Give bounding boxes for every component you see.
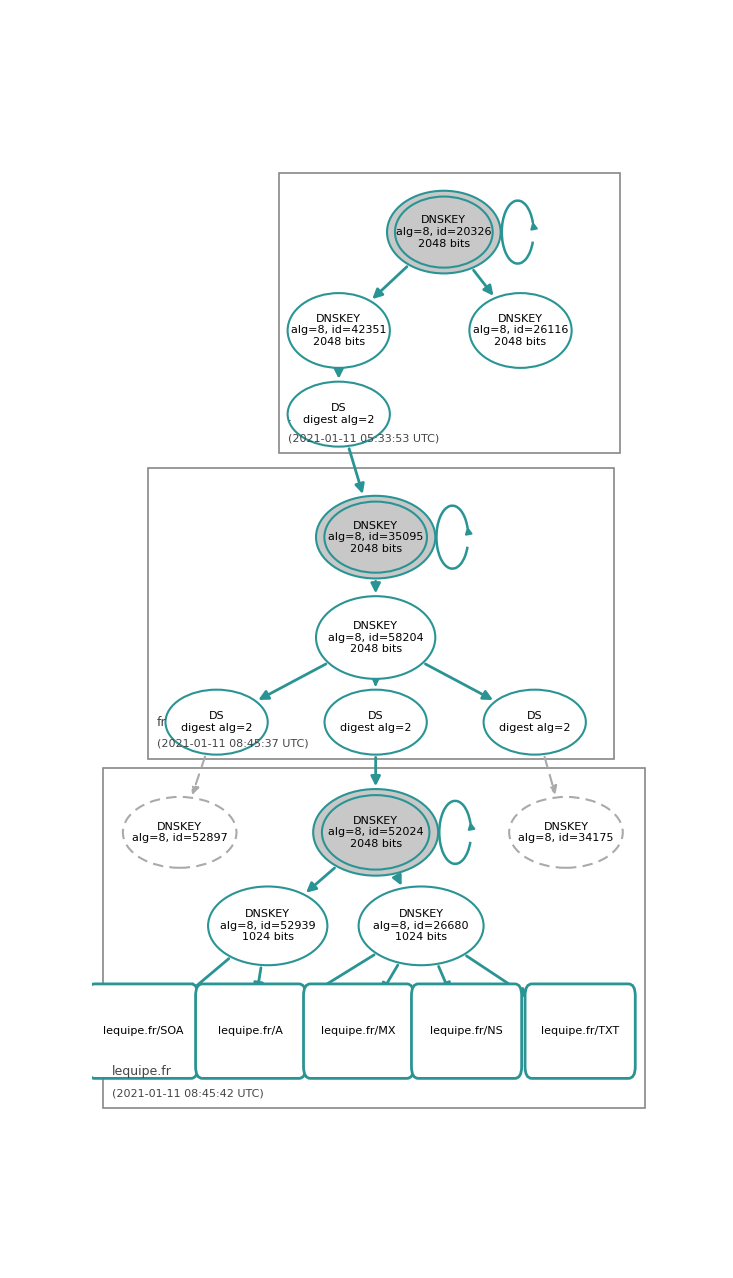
Text: lequipe.fr/NS: lequipe.fr/NS: [430, 1026, 503, 1036]
FancyBboxPatch shape: [279, 173, 620, 454]
Ellipse shape: [123, 797, 237, 868]
FancyBboxPatch shape: [411, 984, 522, 1079]
Ellipse shape: [469, 293, 572, 368]
Text: DNSKEY
alg=8, id=58204
2048 bits: DNSKEY alg=8, id=58204 2048 bits: [328, 621, 424, 654]
FancyBboxPatch shape: [148, 468, 614, 759]
Text: DNSKEY
alg=8, id=26116
2048 bits: DNSKEY alg=8, id=26116 2048 bits: [473, 314, 568, 348]
Text: DNSKEY
alg=8, id=26680
1024 bits: DNSKEY alg=8, id=26680 1024 bits: [373, 909, 469, 942]
Ellipse shape: [484, 690, 586, 754]
FancyBboxPatch shape: [103, 768, 646, 1108]
Text: DS
digest alg=2: DS digest alg=2: [181, 712, 252, 734]
Ellipse shape: [287, 293, 390, 368]
Text: (2021-01-11 08:45:37 UTC): (2021-01-11 08:45:37 UTC): [157, 739, 309, 749]
Text: DNSKEY
alg=8, id=20326
2048 bits: DNSKEY alg=8, id=20326 2048 bits: [396, 216, 492, 249]
Ellipse shape: [509, 797, 623, 868]
Text: lequipe.fr: lequipe.fr: [111, 1066, 172, 1079]
Text: lequipe.fr/TXT: lequipe.fr/TXT: [541, 1026, 619, 1036]
Ellipse shape: [322, 795, 430, 869]
FancyBboxPatch shape: [525, 984, 636, 1079]
Text: lequipe.fr/SOA: lequipe.fr/SOA: [103, 1026, 183, 1036]
Text: DNSKEY
alg=8, id=52897: DNSKEY alg=8, id=52897: [132, 822, 227, 843]
Text: .: .: [287, 412, 292, 424]
Ellipse shape: [395, 197, 493, 267]
Ellipse shape: [166, 690, 268, 754]
FancyBboxPatch shape: [88, 984, 198, 1079]
Text: DNSKEY
alg=8, id=34175: DNSKEY alg=8, id=34175: [518, 822, 614, 843]
Text: (2021-01-11 05:33:53 UTC): (2021-01-11 05:33:53 UTC): [287, 433, 439, 443]
Text: DS
digest alg=2: DS digest alg=2: [303, 404, 375, 426]
Ellipse shape: [387, 190, 501, 273]
Text: (2021-01-11 08:45:42 UTC): (2021-01-11 08:45:42 UTC): [111, 1088, 263, 1098]
Text: lequipe.fr/A: lequipe.fr/A: [218, 1026, 283, 1036]
Text: DNSKEY
alg=8, id=42351
2048 bits: DNSKEY alg=8, id=42351 2048 bits: [291, 314, 386, 348]
Ellipse shape: [313, 789, 438, 875]
FancyBboxPatch shape: [303, 984, 413, 1079]
Text: DS
digest alg=2: DS digest alg=2: [340, 712, 411, 734]
FancyBboxPatch shape: [196, 984, 306, 1079]
Text: DNSKEY
alg=8, id=35095
2048 bits: DNSKEY alg=8, id=35095 2048 bits: [328, 520, 424, 553]
Ellipse shape: [316, 496, 435, 579]
Ellipse shape: [316, 596, 435, 679]
Text: lequipe.fr/MX: lequipe.fr/MX: [321, 1026, 396, 1036]
Ellipse shape: [358, 887, 484, 965]
Text: fr: fr: [157, 716, 166, 728]
Ellipse shape: [287, 382, 390, 446]
Ellipse shape: [325, 501, 427, 573]
Ellipse shape: [208, 887, 328, 965]
Text: DS
digest alg=2: DS digest alg=2: [499, 712, 570, 734]
Ellipse shape: [325, 690, 427, 754]
Text: DNSKEY
alg=8, id=52024
2048 bits: DNSKEY alg=8, id=52024 2048 bits: [328, 815, 424, 849]
Text: DNSKEY
alg=8, id=52939
1024 bits: DNSKEY alg=8, id=52939 1024 bits: [220, 909, 315, 942]
